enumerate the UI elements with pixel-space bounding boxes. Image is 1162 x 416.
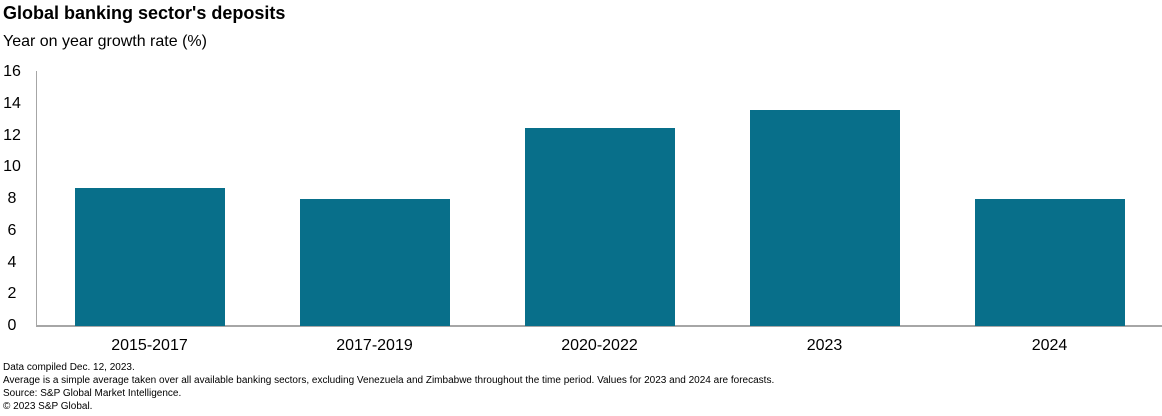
x-tick-label: 2017-2019 — [336, 337, 413, 354]
footnote-copyright: © 2023 S&P Global. — [3, 401, 93, 412]
y-tick-label: 4 — [7, 253, 17, 271]
bar-2017-2019 — [299, 199, 450, 326]
y-tick-label: 8 — [7, 190, 17, 207]
bar-2023 — [749, 110, 900, 326]
footnote-methodology: Average is a simple average taken over a… — [3, 375, 775, 386]
bar-2024 — [974, 199, 1125, 326]
y-tick-label: 6 — [7, 221, 17, 239]
chart-subtitle: Year on year growth rate (%) — [3, 33, 207, 50]
footnote-data-compiled: Data compiled Dec. 12, 2023. — [3, 362, 135, 373]
footnote-source: Source: S&P Global Market Intelligence. — [3, 388, 182, 399]
bar-2020-2022 — [524, 127, 675, 326]
y-tick-label: 16 — [3, 63, 21, 80]
x-tick-label: 2024 — [1031, 337, 1068, 354]
chart-title: Global banking sector's deposits — [3, 3, 286, 23]
y-tick-label: 10 — [3, 158, 21, 176]
x-tick-label: 2023 — [806, 337, 843, 354]
y-tick-label: 2 — [7, 285, 17, 303]
y-tick-label: 14 — [3, 94, 21, 112]
x-tick-label: 2015-2017 — [111, 337, 188, 354]
x-tick-label: 2020-2022 — [561, 337, 638, 354]
y-tick-label: 0 — [7, 317, 17, 334]
chart-footnotes: Data compiled Dec. 12, 2023. Average is … — [3, 361, 774, 413]
x-axis-line — [36, 325, 1162, 327]
y-tick-label: 12 — [3, 126, 21, 144]
y-axis-line — [36, 71, 37, 327]
bar-2015-2017 — [74, 187, 225, 326]
